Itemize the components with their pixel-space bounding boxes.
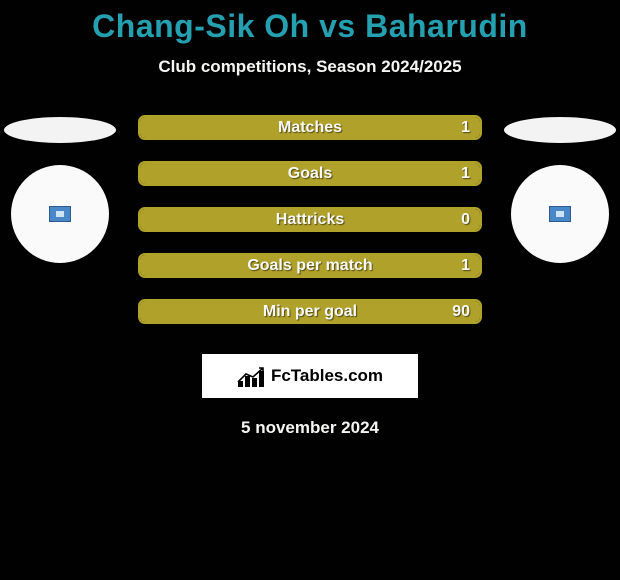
logo-box: FcTables.com [202, 354, 418, 398]
stat-bar: Matches1 [138, 115, 482, 140]
stat-bar-fill-right [140, 163, 480, 184]
player-left-shadow [4, 117, 116, 143]
stat-bar-fill-right [140, 301, 480, 322]
stat-bar-fill-right [140, 209, 480, 230]
stat-bar: Goals1 [138, 161, 482, 186]
player-right-shadow [504, 117, 616, 143]
footer-date: 5 november 2024 [0, 418, 620, 438]
player-left-column [0, 115, 120, 263]
comparison-infographic: Chang-Sik Oh vs Baharudin Club competiti… [0, 0, 620, 580]
flag-icon [549, 206, 571, 222]
player-left-avatar [11, 165, 109, 263]
stat-bar-fill-right [140, 117, 480, 138]
body-area: Matches1 Goals1 Hattricks0 Goals per match1… [0, 115, 620, 324]
stat-bar: Min per goal90 [138, 299, 482, 324]
player-right-avatar [511, 165, 609, 263]
stat-bars: Matches1 Goals1 Hattricks0 Goals per match1… [138, 115, 482, 324]
chart-icon [237, 365, 265, 387]
stat-bar-fill-right [140, 255, 480, 276]
player-right-column [500, 115, 620, 263]
page-subtitle: Club competitions, Season 2024/2025 [0, 57, 620, 77]
logo-text: FcTables.com [271, 366, 383, 386]
stat-bar: Goals per match1 [138, 253, 482, 278]
page-title: Chang-Sik Oh vs Baharudin [0, 8, 620, 45]
stat-bar: Hattricks0 [138, 207, 482, 232]
flag-icon [49, 206, 71, 222]
